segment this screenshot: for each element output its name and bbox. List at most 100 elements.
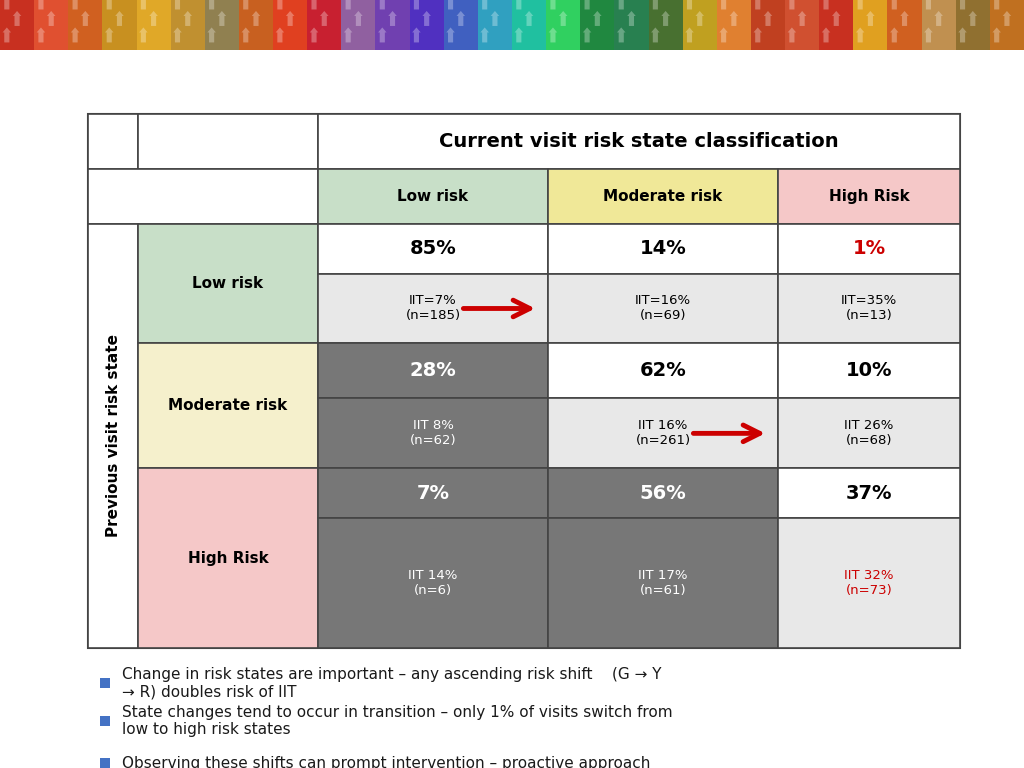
Text: State changes tend to occur in transition – only 1% of visits switch from
low to: State changes tend to occur in transitio…: [122, 705, 673, 737]
Text: Low risk: Low risk: [397, 189, 469, 204]
FancyArrow shape: [242, 28, 250, 42]
FancyArrow shape: [3, 0, 11, 9]
Text: Change in risk states are important – any ascending risk shift    (G → Y
→ R) do: Change in risk states are important – an…: [122, 667, 662, 700]
FancyArrow shape: [71, 0, 80, 9]
Bar: [648, 0, 683, 50]
FancyArrow shape: [925, 28, 933, 42]
Text: Moderate risk: Moderate risk: [603, 189, 723, 204]
FancyArrow shape: [139, 28, 147, 42]
FancyArrow shape: [319, 11, 329, 26]
Bar: [778, 399, 961, 468]
FancyArrow shape: [457, 11, 465, 26]
Bar: [778, 518, 961, 648]
Bar: [205, 0, 239, 50]
FancyArrow shape: [900, 11, 909, 26]
Bar: [990, 0, 1024, 50]
Text: 62%: 62%: [640, 362, 686, 380]
FancyArrow shape: [309, 0, 318, 9]
Text: Previous visit risk state: Previous visit risk state: [105, 334, 121, 538]
Bar: [138, 223, 318, 343]
Text: 7%: 7%: [417, 484, 450, 503]
Bar: [548, 468, 778, 518]
Bar: [100, 678, 110, 688]
FancyArrow shape: [354, 11, 362, 26]
Text: IIT 32%
(n=73): IIT 32% (n=73): [844, 569, 894, 598]
FancyArrow shape: [47, 11, 55, 26]
FancyArrow shape: [115, 11, 124, 26]
FancyArrow shape: [787, 0, 797, 9]
FancyArrow shape: [549, 28, 557, 42]
FancyArrow shape: [378, 0, 386, 9]
FancyArrow shape: [173, 0, 182, 9]
FancyArrow shape: [242, 0, 250, 9]
FancyArrow shape: [958, 28, 967, 42]
Bar: [751, 0, 785, 50]
FancyArrow shape: [583, 0, 592, 9]
FancyArrow shape: [515, 0, 523, 9]
Bar: [683, 0, 717, 50]
FancyArrow shape: [446, 0, 455, 9]
Bar: [100, 758, 110, 768]
FancyArrow shape: [866, 11, 874, 26]
FancyArrow shape: [935, 11, 943, 26]
FancyArrow shape: [627, 11, 636, 26]
FancyArrow shape: [207, 0, 216, 9]
Bar: [318, 468, 548, 518]
FancyArrow shape: [81, 11, 90, 26]
FancyArrow shape: [651, 28, 659, 42]
Bar: [443, 0, 478, 50]
FancyArrow shape: [412, 0, 421, 9]
FancyArrow shape: [286, 11, 295, 26]
Bar: [138, 114, 318, 169]
FancyArrow shape: [344, 0, 352, 9]
FancyArrow shape: [480, 0, 489, 9]
Text: 28%: 28%: [410, 362, 457, 380]
FancyArrow shape: [822, 0, 830, 9]
Bar: [548, 169, 778, 223]
FancyArrow shape: [344, 28, 352, 42]
Bar: [318, 114, 961, 169]
FancyArrow shape: [992, 28, 1001, 42]
FancyArrow shape: [992, 0, 1001, 9]
Bar: [102, 0, 136, 50]
Bar: [88, 114, 961, 648]
FancyArrow shape: [695, 11, 705, 26]
FancyArrow shape: [798, 11, 807, 26]
FancyArrow shape: [890, 28, 899, 42]
FancyArrow shape: [12, 11, 22, 26]
Bar: [318, 169, 548, 223]
FancyArrow shape: [388, 11, 396, 26]
Bar: [478, 0, 512, 50]
FancyArrow shape: [173, 28, 182, 42]
Bar: [548, 223, 778, 273]
Bar: [136, 0, 171, 50]
Text: Observing these shifts can prompt intervention – proactive approach: Observing these shifts can prompt interv…: [122, 756, 650, 768]
FancyArrow shape: [729, 11, 738, 26]
Bar: [318, 273, 548, 343]
FancyArrow shape: [309, 28, 318, 42]
FancyArrow shape: [651, 0, 659, 9]
FancyArrow shape: [890, 0, 899, 9]
Text: 85%: 85%: [410, 239, 457, 258]
Bar: [138, 468, 318, 648]
FancyArrow shape: [593, 11, 602, 26]
Bar: [955, 0, 990, 50]
Text: 10%: 10%: [846, 362, 892, 380]
Text: Moderate risk: Moderate risk: [168, 399, 288, 413]
Bar: [614, 0, 648, 50]
Bar: [548, 518, 778, 648]
FancyArrow shape: [559, 11, 567, 26]
Bar: [318, 343, 548, 399]
Text: 56%: 56%: [640, 484, 686, 503]
Bar: [717, 0, 751, 50]
Bar: [410, 0, 443, 50]
FancyArrow shape: [105, 0, 114, 9]
FancyArrow shape: [423, 11, 431, 26]
Text: 37%: 37%: [846, 484, 892, 503]
Bar: [88, 169, 318, 223]
FancyArrow shape: [183, 11, 193, 26]
Bar: [34, 0, 69, 50]
Text: IIT 14%
(n=6): IIT 14% (n=6): [409, 569, 458, 598]
FancyArrow shape: [662, 11, 670, 26]
Bar: [138, 343, 318, 468]
